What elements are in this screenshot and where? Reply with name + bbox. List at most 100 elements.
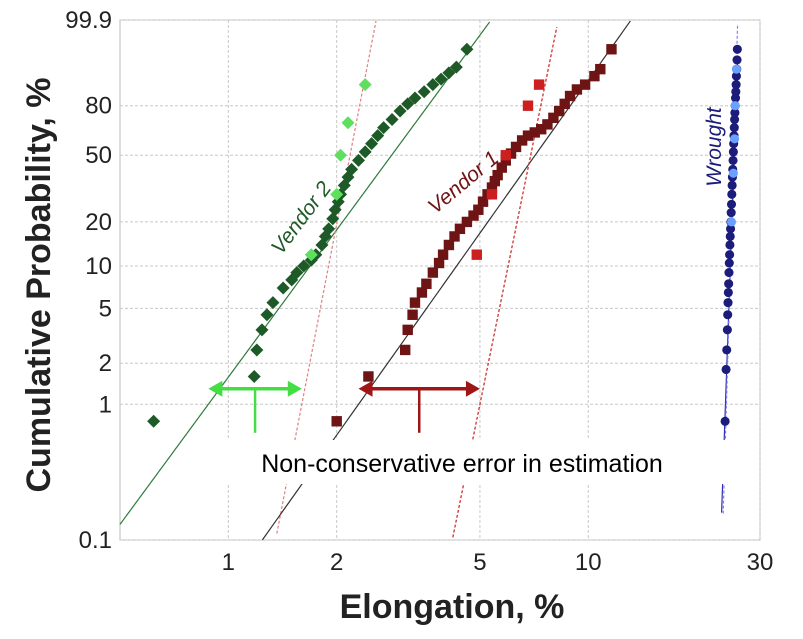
square-marker: [400, 344, 411, 356]
square-marker: [559, 98, 570, 110]
circle-marker: [728, 155, 738, 165]
square-marker: [606, 44, 617, 55]
circle-marker: [723, 298, 733, 308]
y-tick-label: 0.1: [79, 527, 112, 554]
y-tick-label: 80: [85, 93, 112, 120]
diamond-marker: [426, 78, 440, 92]
circle-marker: [724, 268, 734, 278]
square-marker: [486, 189, 498, 200]
square-marker: [496, 162, 507, 173]
square-marker: [461, 216, 473, 228]
x-tick-label: 30: [747, 549, 774, 576]
diamond-marker: [352, 153, 366, 167]
diamond-marker: [147, 414, 161, 428]
circle-marker: [730, 114, 740, 125]
annotation-background: [200, 440, 730, 484]
error-arrow-head-right: [287, 380, 302, 397]
circle-marker: [726, 199, 737, 209]
circle-marker: [731, 64, 741, 74]
x-tick-label: 2: [330, 549, 343, 576]
square-marker: [477, 196, 489, 207]
diamond-marker: [460, 42, 474, 56]
error-arrow-head-right: [465, 380, 480, 397]
diamond-marker: [358, 145, 372, 159]
diamond-marker: [345, 162, 359, 176]
square-marker: [471, 249, 482, 260]
circle-marker: [730, 108, 740, 118]
error-arrow-head-left: [208, 380, 223, 397]
circle-marker: [725, 240, 735, 250]
diamond-marker: [247, 369, 261, 383]
square-marker: [510, 141, 522, 153]
diamond-marker: [417, 85, 431, 99]
square-marker: [533, 79, 545, 90]
square-marker: [536, 124, 547, 135]
diamond-marker: [250, 343, 264, 357]
y-axis-label: Cumulative Probability, %: [20, 77, 58, 492]
x-axis-label: Elongation, %: [340, 588, 565, 626]
circle-marker: [723, 287, 733, 298]
square-marker: [522, 100, 534, 111]
square-marker: [407, 309, 418, 320]
circle-marker: [725, 250, 735, 260]
axes: 1 2 5 10 30 0.1 1 2 5 10 20 50 80 99.9: [65, 7, 773, 576]
grid: [119, 19, 761, 541]
circle-marker: [727, 189, 737, 199]
y-tick-label: 5: [99, 295, 112, 322]
circle-marker: [731, 71, 741, 81]
diamond-marker: [365, 137, 379, 151]
square-marker: [449, 231, 460, 242]
square-marker: [553, 105, 565, 117]
diamond-marker: [442, 66, 456, 80]
circle-marker: [728, 147, 738, 157]
circle-marker: [732, 55, 742, 65]
circle-marker: [724, 258, 734, 268]
diamond-marker: [385, 112, 399, 126]
square-marker: [589, 70, 600, 82]
circle-marker: [726, 208, 736, 218]
square-marker: [489, 175, 501, 187]
error-arrows: [208, 380, 480, 433]
fit-line: [119, 21, 491, 525]
circle-marker: [723, 310, 733, 320]
x-tick-label: 5: [473, 549, 486, 576]
series-label: Wrought: [703, 106, 726, 187]
diamond-marker: [304, 248, 318, 262]
diamond-marker: [377, 121, 391, 135]
y-tick-label: 1: [99, 391, 112, 418]
diamond-marker: [408, 91, 422, 105]
circle-marker: [727, 180, 737, 190]
square-marker: [542, 119, 553, 130]
diamond-marker: [334, 148, 348, 162]
diamond-marker: [341, 116, 355, 130]
circle-marker: [721, 364, 731, 375]
diamond-marker: [434, 72, 448, 86]
circle-marker: [732, 44, 742, 54]
circle-marker: [722, 345, 732, 355]
data-points: [147, 42, 742, 428]
y-tick-label: 50: [85, 142, 112, 169]
square-marker: [363, 371, 374, 382]
error-arrow-head-left: [358, 380, 373, 397]
square-marker: [421, 278, 432, 289]
square-marker: [579, 79, 591, 90]
square-marker: [500, 150, 511, 161]
diamond-marker: [393, 104, 407, 118]
diamond-marker: [255, 323, 269, 337]
square-marker: [571, 84, 583, 95]
circle-marker: [725, 231, 735, 241]
square-marker: [492, 169, 503, 181]
circle-marker: [724, 279, 734, 289]
square-marker: [529, 127, 540, 138]
diamond-marker: [371, 129, 385, 143]
square-marker: [416, 287, 428, 298]
diamond-marker: [276, 281, 290, 295]
square-marker: [473, 204, 484, 215]
square-marker: [486, 182, 498, 193]
diamond-marker: [290, 266, 304, 280]
x-tick-label: 10: [575, 549, 602, 576]
square-marker: [433, 257, 445, 269]
square-marker: [454, 223, 466, 235]
circle-marker: [728, 168, 738, 178]
